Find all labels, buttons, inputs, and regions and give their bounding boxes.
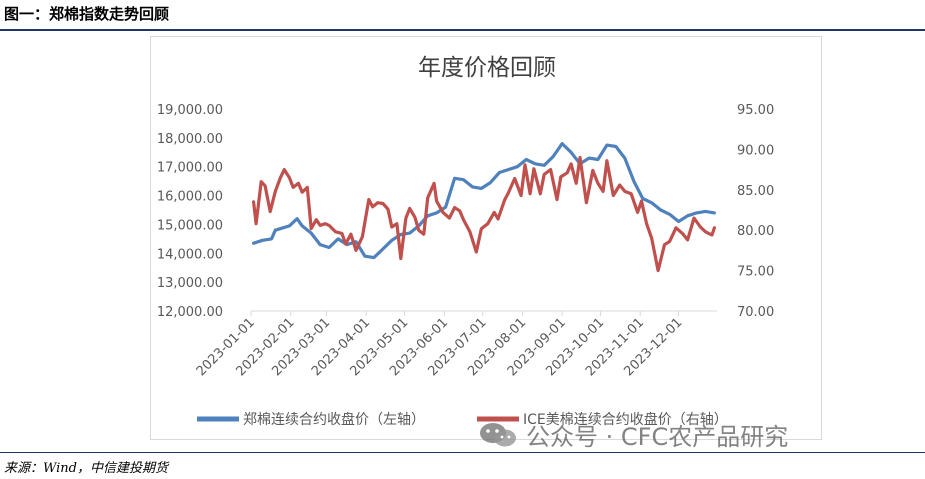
- right-tick-label: 90.00: [737, 143, 774, 158]
- left-tick-label: 18,000.00: [157, 132, 223, 147]
- price-chart: 年度价格回顾 12,000.00 13,000.00 14,000.00 15,000…: [157, 55, 774, 428]
- figure-caption: 图一：郑棉指数走势回顾: [4, 5, 170, 23]
- chart-frame: 年度价格回顾 12,000.00 13,000.00 14,000.00 15,000…: [150, 36, 822, 440]
- left-tick-label: 15,000.00: [157, 218, 223, 233]
- top-rule: [0, 29, 925, 31]
- left-tick-label: 19,000.00: [157, 103, 223, 118]
- right-tick-label: 95.00: [737, 103, 774, 118]
- left-tick-label: 16,000.00: [157, 190, 223, 205]
- left-axis: 12,000.00 13,000.00 14,000.00 15,000.00 16,0…: [157, 103, 223, 320]
- series-line-ice-cotton: [251, 155, 717, 273]
- left-tick-label: 14,000.00: [157, 247, 223, 262]
- legend: 郑棉连续合约收盘价（左轴） ICE美棉连续合约收盘价（右轴）: [197, 411, 728, 428]
- series-line-zce-cotton: [251, 141, 717, 260]
- series-group: [251, 141, 717, 273]
- right-tick-label: 80.00: [737, 224, 774, 239]
- watermark-text: 公众号 · CFC农产品研究: [526, 423, 789, 451]
- chart-title: 年度价格回顾: [418, 55, 556, 81]
- left-tick-label: 12,000.00: [157, 305, 223, 320]
- bottom-rule: [0, 452, 925, 453]
- right-tick-label: 85.00: [737, 184, 774, 199]
- x-axis: 2023-01-012023-02-012023-03-012023-04-01…: [194, 311, 685, 379]
- right-tick-label: 75.00: [737, 265, 774, 280]
- right-tick-label: 70.00: [737, 305, 774, 320]
- source-note: 来源：Wind，中信建投期货: [4, 461, 168, 476]
- wechat-icon: [480, 422, 516, 446]
- watermark: 公众号 · CFC农产品研究: [478, 417, 788, 452]
- legend-label-right: ICE美棉连续合约收盘价（右轴）: [523, 411, 728, 428]
- left-tick-label: 17,000.00: [157, 161, 223, 176]
- left-tick-label: 13,000.00: [157, 276, 223, 291]
- legend-label-left: 郑棉连续合约收盘价（左轴）: [243, 411, 425, 428]
- right-axis: 70.00 75.00 80.00 85.00 90.00 95.00: [737, 103, 774, 320]
